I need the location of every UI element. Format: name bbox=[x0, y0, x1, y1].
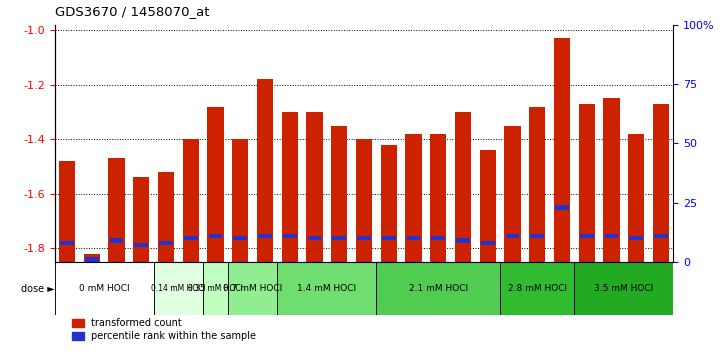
Text: dose ►: dose ► bbox=[21, 284, 55, 293]
Text: 2.8 mM HOCl: 2.8 mM HOCl bbox=[507, 284, 567, 293]
Bar bbox=[158, 172, 174, 262]
Bar bbox=[84, 254, 100, 262]
Bar bbox=[357, 236, 371, 240]
Bar bbox=[110, 239, 123, 243]
Bar bbox=[207, 107, 223, 262]
Bar bbox=[135, 243, 148, 247]
Bar bbox=[505, 126, 521, 262]
Bar bbox=[628, 134, 644, 262]
Bar bbox=[382, 236, 395, 240]
Bar bbox=[184, 236, 197, 240]
Bar bbox=[108, 158, 124, 262]
Bar bbox=[183, 139, 199, 262]
Text: 2.1 mM HOCl: 2.1 mM HOCl bbox=[408, 284, 468, 293]
Bar bbox=[85, 257, 98, 262]
Bar bbox=[604, 98, 620, 262]
Bar bbox=[555, 205, 569, 210]
Bar bbox=[333, 236, 346, 240]
Bar bbox=[653, 104, 669, 262]
Text: 0.14 mM HOCl: 0.14 mM HOCl bbox=[151, 284, 206, 293]
Text: 1.4 mM HOCl: 1.4 mM HOCl bbox=[297, 284, 357, 293]
Bar bbox=[356, 139, 372, 262]
Bar bbox=[209, 234, 222, 238]
Bar bbox=[456, 239, 470, 243]
Bar bbox=[59, 161, 75, 262]
Bar bbox=[630, 236, 643, 240]
Bar bbox=[432, 236, 445, 240]
Text: 3.5 mM HOCl: 3.5 mM HOCl bbox=[594, 284, 654, 293]
Bar bbox=[283, 234, 296, 238]
Bar bbox=[529, 107, 545, 262]
Bar bbox=[580, 234, 593, 238]
Text: GDS3670 / 1458070_at: GDS3670 / 1458070_at bbox=[55, 5, 209, 18]
Text: 0 mM HOCl: 0 mM HOCl bbox=[79, 284, 130, 293]
Bar bbox=[232, 139, 248, 262]
Bar bbox=[407, 236, 420, 240]
Bar bbox=[257, 79, 273, 262]
Bar bbox=[480, 150, 496, 262]
Bar bbox=[481, 241, 494, 245]
Text: 0.7 mM HOCl: 0.7 mM HOCl bbox=[223, 284, 282, 293]
Bar bbox=[331, 126, 347, 262]
Bar bbox=[133, 177, 149, 262]
Bar bbox=[277, 262, 376, 315]
Bar bbox=[234, 236, 247, 240]
Bar bbox=[506, 234, 519, 238]
Bar bbox=[430, 134, 446, 262]
Bar bbox=[154, 262, 203, 315]
Text: 0.35 mM HOCl: 0.35 mM HOCl bbox=[188, 284, 243, 293]
Bar bbox=[55, 262, 154, 315]
Bar bbox=[60, 241, 74, 245]
Bar bbox=[376, 262, 500, 315]
Bar bbox=[654, 234, 668, 238]
Bar bbox=[554, 39, 570, 262]
Bar bbox=[605, 234, 618, 238]
Bar bbox=[308, 236, 321, 240]
Bar bbox=[258, 234, 272, 238]
Bar bbox=[500, 262, 574, 315]
Bar bbox=[405, 134, 422, 262]
Bar bbox=[159, 241, 173, 245]
Bar bbox=[282, 112, 298, 262]
Bar bbox=[381, 145, 397, 262]
Bar bbox=[203, 262, 228, 315]
Bar bbox=[579, 104, 595, 262]
Bar bbox=[531, 234, 544, 238]
Bar bbox=[228, 262, 277, 315]
Bar bbox=[574, 262, 673, 315]
Legend: transformed count, percentile rank within the sample: transformed count, percentile rank withi… bbox=[72, 318, 256, 341]
Bar bbox=[455, 112, 471, 262]
Bar bbox=[306, 112, 323, 262]
